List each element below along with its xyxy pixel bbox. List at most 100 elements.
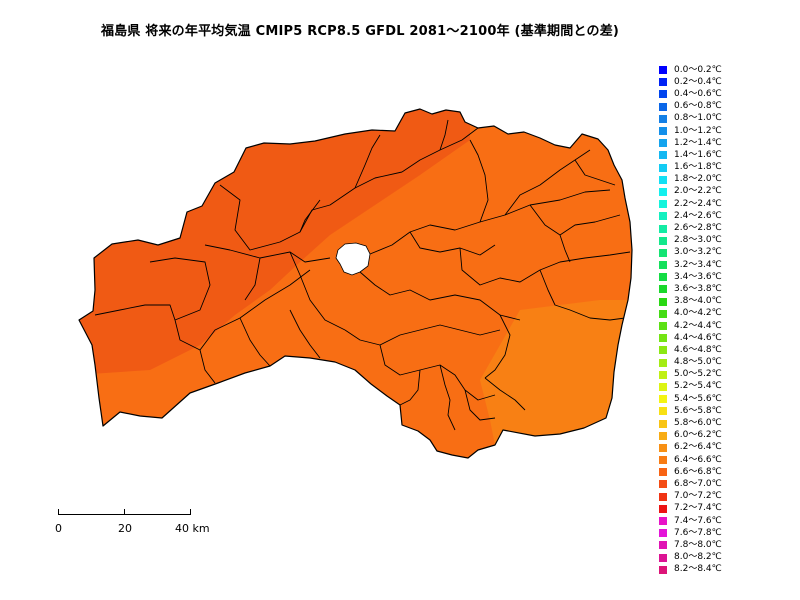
- legend-label: 7.6～7.8℃: [674, 527, 722, 538]
- legend-swatch: [659, 114, 667, 123]
- legend-label: 5.2～5.4℃: [674, 381, 722, 392]
- legend-swatch: [659, 322, 667, 331]
- legend-item: 0.6～0.8℃: [659, 101, 722, 113]
- legend-label: 3.2～3.4℃: [674, 259, 722, 270]
- legend-label: 6.4～6.6℃: [674, 454, 722, 465]
- legend-item: 3.8～4.0℃: [659, 296, 722, 308]
- legend-swatch: [659, 492, 667, 501]
- legend-swatch: [659, 297, 667, 306]
- legend-label: 7.2～7.4℃: [674, 503, 722, 514]
- legend-swatch: [659, 102, 667, 111]
- legend-label: 3.8～4.0℃: [674, 296, 722, 307]
- legend-label: 6.8～7.0℃: [674, 478, 722, 489]
- legend-label: 2.2～2.4℃: [674, 198, 722, 209]
- legend-swatch: [659, 431, 667, 440]
- legend-item: 6.6～6.8℃: [659, 466, 722, 478]
- legend-swatch: [659, 529, 667, 538]
- legend-swatch: [659, 90, 667, 99]
- lake-inawashiro: [335, 242, 371, 276]
- legend-label: 0.8～1.0℃: [674, 113, 722, 124]
- legend-item: 4.6～4.8℃: [659, 344, 722, 356]
- legend-item: 3.0～3.2℃: [659, 247, 722, 259]
- legend-label: 7.0～7.2℃: [674, 491, 722, 502]
- legend-label: 0.2～0.4℃: [674, 76, 722, 87]
- legend-label: 1.2～1.4℃: [674, 137, 722, 148]
- legend-item: 0.4～0.6℃: [659, 88, 722, 100]
- legend-label: 6.6～6.8℃: [674, 466, 722, 477]
- legend-label: 5.0～5.2℃: [674, 369, 722, 380]
- legend-item: 2.6～2.8℃: [659, 222, 722, 234]
- legend-swatch: [659, 346, 667, 355]
- legend-swatch: [659, 468, 667, 477]
- legend-label: 1.8～2.0℃: [674, 174, 722, 185]
- legend-item: 3.4～3.6℃: [659, 271, 722, 283]
- legend-item: 7.0～7.2℃: [659, 491, 722, 503]
- legend-label: 2.6～2.8℃: [674, 223, 722, 234]
- legend-item: 0.0～0.2℃: [659, 64, 722, 76]
- legend-swatch: [659, 456, 667, 465]
- scale-tick-20: [124, 509, 125, 515]
- legend-item: 5.6～5.8℃: [659, 405, 722, 417]
- legend-label: 8.2～8.4℃: [674, 564, 722, 575]
- legend-swatch: [659, 358, 667, 367]
- legend-swatch: [659, 504, 667, 513]
- legend-label: 0.4～0.6℃: [674, 88, 722, 99]
- legend-item: 0.2～0.4℃: [659, 76, 722, 88]
- legend-label: 0.6～0.8℃: [674, 101, 722, 112]
- zone-west: [79, 109, 470, 380]
- legend-swatch: [659, 419, 667, 428]
- legend-label: 8.0～8.2℃: [674, 552, 722, 563]
- legend-label: 4.2～4.4℃: [674, 320, 722, 331]
- legend-label: 5.4～5.6℃: [674, 393, 722, 404]
- legend-label: 1.4～1.6℃: [674, 149, 722, 160]
- map-title: 福島県 将来の年平均気温 CMIP5 RCP8.5 GFDL 2081～2100…: [100, 24, 620, 39]
- legend-swatch: [659, 78, 667, 87]
- legend-label: 0.0～0.2℃: [674, 64, 722, 75]
- legend-label: 4.4～4.6℃: [674, 332, 722, 343]
- legend-swatch: [659, 541, 667, 550]
- legend-item: 2.4～2.6℃: [659, 210, 722, 222]
- legend-item: 2.8～3.0℃: [659, 235, 722, 247]
- legend-item: 5.0～5.2℃: [659, 369, 722, 381]
- legend-label: 5.8～6.0℃: [674, 418, 722, 429]
- legend-label: 7.8～8.0℃: [674, 539, 722, 550]
- legend-swatch: [659, 517, 667, 526]
- legend-label: 5.6～5.8℃: [674, 405, 722, 416]
- legend-label: 4.0～4.2℃: [674, 308, 722, 319]
- legend-swatch: [659, 285, 667, 294]
- legend-swatch: [659, 175, 667, 184]
- legend-item: 0.8～1.0℃: [659, 113, 722, 125]
- legend-item: 7.2～7.4℃: [659, 503, 722, 515]
- legend-swatch: [659, 187, 667, 196]
- legend-swatch: [659, 395, 667, 404]
- legend-label: 2.8～3.0℃: [674, 235, 722, 246]
- legend-item: 8.2～8.4℃: [659, 564, 722, 576]
- scale-bar: 0 20 40 km: [55, 509, 215, 539]
- legend-swatch: [659, 248, 667, 257]
- legend-label: 3.6～3.8℃: [674, 283, 722, 294]
- legend-item: 1.8～2.0℃: [659, 174, 722, 186]
- legend-swatch: [659, 212, 667, 221]
- legend-label: 6.2～6.4℃: [674, 442, 722, 453]
- legend-item: 3.2～3.4℃: [659, 259, 722, 271]
- legend-item: 7.8～8.0℃: [659, 539, 722, 551]
- scale-tick-40: [190, 509, 191, 515]
- legend-label: 7.4～7.6℃: [674, 515, 722, 526]
- scale-label-20: 20: [118, 522, 132, 535]
- legend-swatch: [659, 261, 667, 270]
- legend-swatch: [659, 309, 667, 318]
- scale-label-40km: 40 km: [175, 522, 210, 535]
- legend-item: 2.2～2.4℃: [659, 198, 722, 210]
- legend-item: 5.4～5.6℃: [659, 393, 722, 405]
- legend-swatch: [659, 224, 667, 233]
- legend-item: 1.2～1.4℃: [659, 137, 722, 149]
- legend-item: 6.4～6.6℃: [659, 454, 722, 466]
- legend-item: 4.8～5.0℃: [659, 357, 722, 369]
- legend-item: 7.4～7.6℃: [659, 515, 722, 527]
- legend-swatch: [659, 480, 667, 489]
- legend-item: 6.8～7.0℃: [659, 478, 722, 490]
- scale-tick-0: [58, 509, 59, 515]
- legend-swatch: [659, 127, 667, 136]
- legend-label: 3.0～3.2℃: [674, 247, 722, 258]
